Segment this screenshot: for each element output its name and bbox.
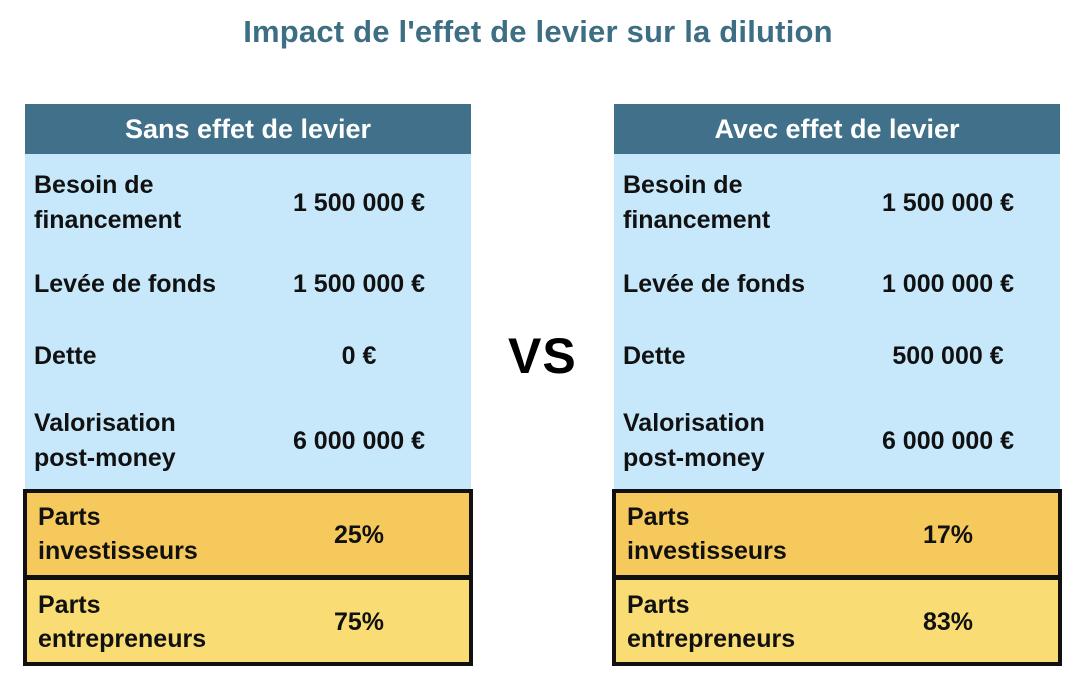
share-label: Parts investisseurs xyxy=(627,500,787,568)
row-label-line1: Valorisation xyxy=(34,409,176,437)
panel-body: Besoin de financement 1 500 000 € Levée … xyxy=(25,154,471,489)
panel-header: Avec effet de levier xyxy=(614,104,1060,154)
row-value: 1 500 000 € xyxy=(292,189,426,217)
row-value: 6 000 000 € xyxy=(881,427,1015,455)
page-title: Impact de l'effet de levier sur la dilut… xyxy=(243,14,833,49)
row-label: Levée de fonds xyxy=(34,270,216,298)
row-value: 500 000 € xyxy=(892,342,1004,370)
row-label: Valorisation post-money xyxy=(623,406,765,476)
share-value: 25% xyxy=(333,521,385,549)
share-label: Parts investisseurs xyxy=(38,500,198,568)
share-label: Parts entrepreneurs xyxy=(38,588,206,656)
row-value: 1 500 000 € xyxy=(292,270,426,298)
row-label-line1: Besoin de xyxy=(34,171,154,199)
share-label-line2: entrepreneurs xyxy=(627,625,796,653)
row-label: Dette xyxy=(623,342,686,370)
row-label: Besoin de financement xyxy=(623,168,770,238)
row-value: 6 000 000 € xyxy=(292,427,426,455)
row-label-line2: financement xyxy=(34,206,182,234)
row-label: Levée de fonds xyxy=(623,270,805,298)
row-label: Besoin de financement xyxy=(34,168,181,238)
row-label: Valorisation post-money xyxy=(34,406,176,476)
row-value: 1 500 000 € xyxy=(881,189,1015,217)
row-label-line2: post-money xyxy=(34,444,176,472)
versus-label: VS xyxy=(508,328,577,384)
panel-body: Besoin de financement 1 500 000 € Levée … xyxy=(614,154,1060,489)
share-label-line1: Parts xyxy=(38,503,101,531)
share-label: Parts entrepreneurs xyxy=(627,588,795,656)
share-label-line2: investisseurs xyxy=(627,537,787,565)
share-label-line1: Parts xyxy=(627,503,690,531)
share-label-line2: entrepreneurs xyxy=(38,625,207,653)
row-label: Dette xyxy=(34,342,97,370)
share-label-line1: Parts xyxy=(627,591,690,619)
panel-header: Sans effet de levier xyxy=(25,104,471,154)
panel-with-leverage: Avec effet de levier Besoin de financeme… xyxy=(612,104,1062,666)
row-label-line1: Besoin de xyxy=(623,171,743,199)
share-value: 17% xyxy=(922,521,974,549)
row-value: 1 000 000 € xyxy=(881,270,1015,298)
row-value: 0 € xyxy=(341,342,377,370)
share-value: 75% xyxy=(333,608,385,636)
founders-share-box: Parts entrepreneurs 75% xyxy=(23,576,473,666)
share-label-line2: investisseurs xyxy=(38,537,198,565)
row-label-line2: post-money xyxy=(623,444,765,472)
panel-without-leverage: Sans effet de levier Besoin de financeme… xyxy=(23,104,473,666)
investors-share-box: Parts investisseurs 17% xyxy=(612,489,1062,579)
founders-share-box: Parts entrepreneurs 83% xyxy=(612,576,1062,666)
share-label-line1: Parts xyxy=(38,591,101,619)
share-value: 83% xyxy=(922,608,974,636)
row-label-line2: financement xyxy=(623,206,771,234)
row-label-line1: Valorisation xyxy=(623,409,765,437)
investors-share-box: Parts investisseurs 25% xyxy=(23,489,473,579)
